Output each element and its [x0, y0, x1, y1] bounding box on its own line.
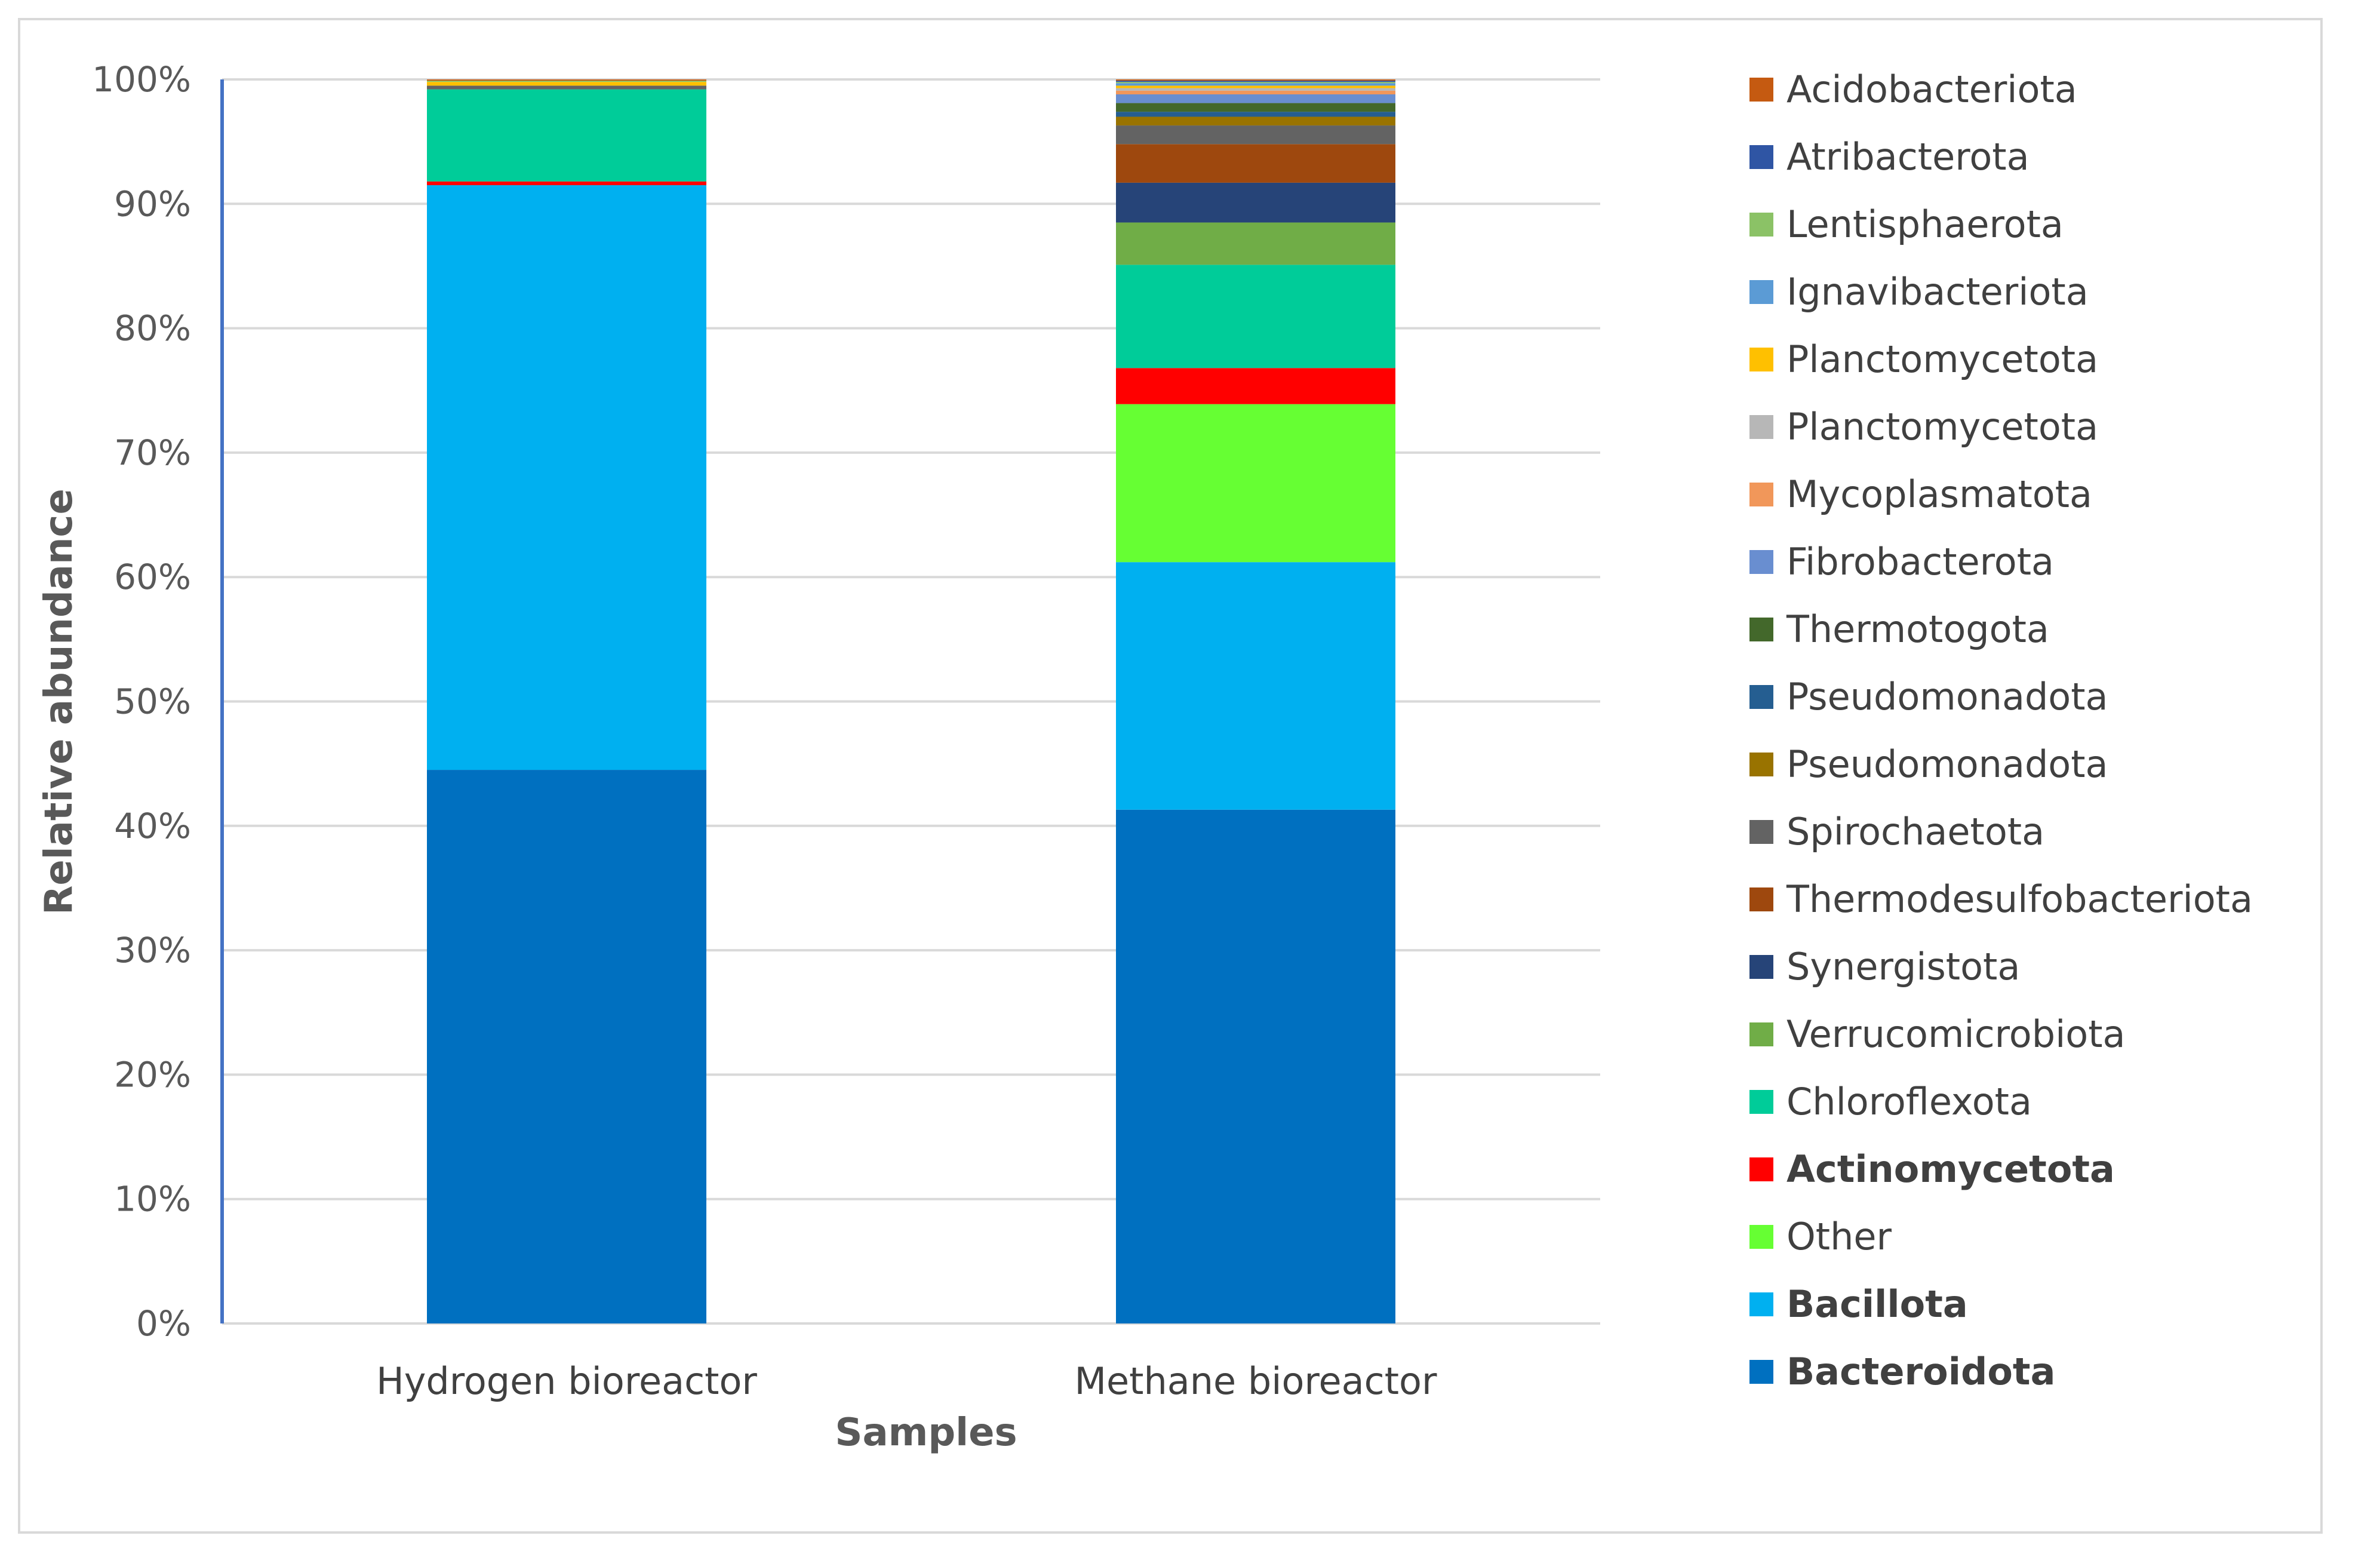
legend-label: Bacillota: [1786, 1282, 1968, 1326]
legend-swatch: [1749, 145, 1773, 169]
bar-segment: [1116, 79, 1395, 81]
legend-swatch: [1749, 955, 1773, 979]
legend-swatch: [1749, 213, 1773, 237]
y-tick-label: 30%: [114, 930, 191, 971]
legend-label: Pseudomonadota: [1786, 675, 2108, 718]
x-axis-title: Samples: [835, 1411, 1017, 1455]
legend-label: Planctomycetota: [1786, 337, 2098, 381]
legend-label: Actinomycetota: [1786, 1147, 2115, 1191]
legend-label: Spirochaetota: [1786, 810, 2044, 853]
legend-swatch: [1749, 753, 1773, 776]
bar-segment: [1116, 94, 1395, 103]
legend-swatch: [1749, 1022, 1773, 1046]
legend-swatch: [1749, 1090, 1773, 1114]
legend-label: Acidobacteriota: [1786, 67, 2077, 111]
y-tick-label: 10%: [114, 1179, 191, 1220]
y-tick-label: 90%: [114, 183, 191, 224]
bar-segment: [1116, 404, 1395, 563]
bar-segment: [1116, 103, 1395, 112]
legend-swatch: [1749, 280, 1773, 304]
legend-swatch: [1749, 1292, 1773, 1316]
bar-segment: [1116, 90, 1395, 94]
y-tick-label: 20%: [114, 1054, 191, 1095]
bar-segment: [1116, 85, 1395, 88]
legend-swatch: [1749, 820, 1773, 844]
bar-segment: [1116, 222, 1395, 265]
bar-segment: [1116, 562, 1395, 810]
legend-swatch: [1749, 1157, 1773, 1181]
bar-segment: [427, 770, 706, 1323]
bar-segment: [1116, 81, 1395, 82]
bar-segment: [1116, 112, 1395, 117]
bar-segment: [1116, 809, 1395, 1323]
bars: [427, 79, 1395, 1323]
y-axis-title: Relative abundance: [37, 489, 81, 915]
legend-label: Lentisphaerota: [1786, 202, 2064, 246]
legend-swatch: [1749, 483, 1773, 506]
legend-swatch: [1749, 1225, 1773, 1249]
legend-label: Synergistota: [1786, 945, 2020, 988]
legend-swatch: [1749, 550, 1773, 574]
y-tick-label: 60%: [114, 557, 191, 597]
bar-segment: [1116, 116, 1395, 126]
bar-segment: [1116, 368, 1395, 404]
legend-label: Mycoplasmatota: [1786, 472, 2092, 516]
legend-label: Chloroflexota: [1786, 1080, 2032, 1123]
bar-segment: [427, 81, 706, 82]
y-tick-label: 100%: [92, 59, 191, 100]
bar-segment: [1116, 82, 1395, 84]
y-tick-label: 40%: [114, 806, 191, 846]
legend-swatch: [1749, 887, 1773, 911]
bar-segment: [427, 181, 706, 186]
x-category-label: Hydrogen bioreactor: [376, 1359, 757, 1403]
axes: 0% 10% 20% 30% 40% 50% 60% 70% 80% 90% 100% Hydroge…: [92, 59, 1437, 1403]
legend-swatch: [1749, 618, 1773, 641]
bar-segment: [1116, 265, 1395, 368]
legend: Acidobacteriota Atribacterota Lentisphaero…: [1749, 67, 2253, 1393]
bar-segment: [1116, 88, 1395, 91]
bar-segment: [427, 89, 706, 182]
legend-swatch: [1749, 685, 1773, 709]
bar-segment: [427, 85, 706, 90]
bar-segment: [1116, 144, 1395, 183]
legend-label: Other: [1786, 1215, 1892, 1258]
legend-label: Planctomycetota: [1786, 405, 2098, 449]
bar-segment: [427, 82, 706, 86]
legend-swatch: [1749, 348, 1773, 371]
legend-swatch: [1749, 78, 1773, 102]
legend-label: Thermotogota: [1786, 607, 2049, 651]
bar-segment: [1116, 182, 1395, 223]
legend-label: Fibrobacterota: [1786, 540, 2054, 583]
bar-segment: [427, 185, 706, 770]
bar-segment: [1116, 125, 1395, 145]
bar-segment: [1116, 83, 1395, 86]
legend-swatch: [1749, 415, 1773, 439]
legend-label: Bacteroidota: [1786, 1350, 2055, 1393]
y-tick-label: 80%: [114, 308, 191, 349]
legend-label: Thermodesulfobacteriota: [1786, 877, 2253, 921]
x-category-label: Methane bioreactor: [1075, 1359, 1437, 1403]
legend-label: Pseudomonadota: [1786, 742, 2108, 786]
legend-label: Verrucomicrobiota: [1786, 1012, 2126, 1056]
y-tick-label: 70%: [114, 432, 191, 473]
legend-swatch: [1749, 1360, 1773, 1384]
bar-segment: [427, 79, 706, 81]
y-tick-label: 0%: [136, 1303, 191, 1344]
y-tick-label: 50%: [114, 681, 191, 722]
legend-label: Atribacterota: [1786, 135, 2030, 179]
legend-label: Ignavibacteriota: [1786, 270, 2089, 314]
